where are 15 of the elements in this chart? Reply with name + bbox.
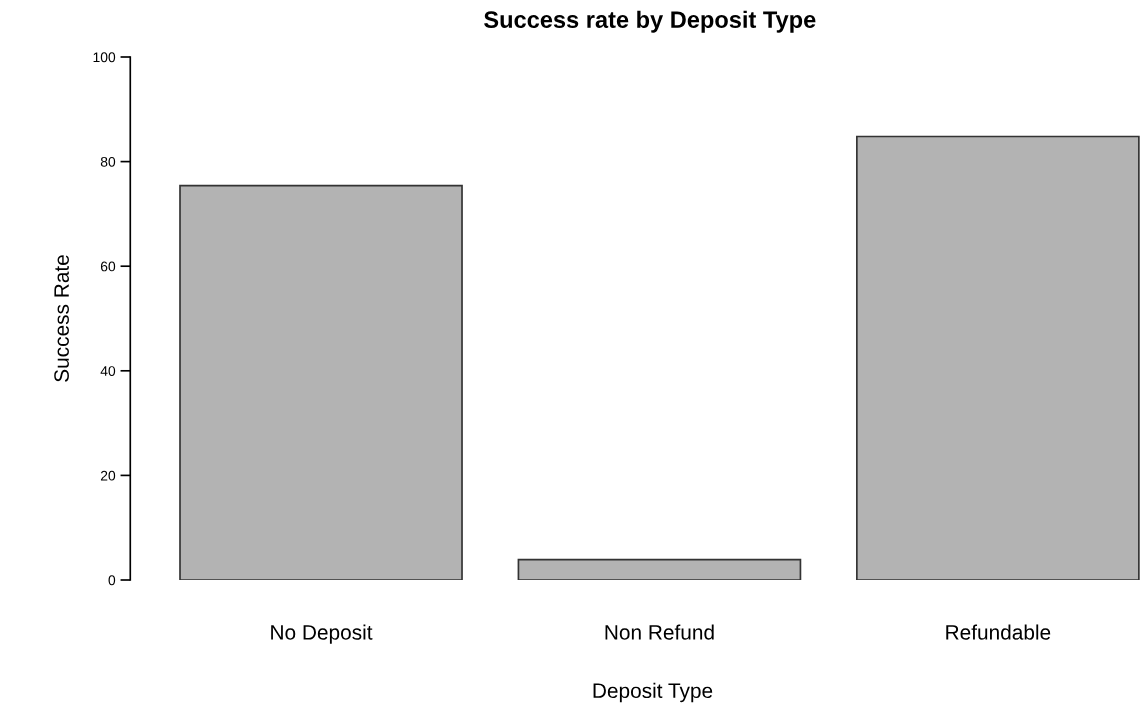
x-tick-label: Non Refund: [605, 624, 714, 640]
y-axis-title: Success Rate: [54, 255, 69, 382]
y-tick-label: 100: [93, 52, 116, 63]
bar: [856, 135, 1140, 580]
x-tick-label: No Deposit: [271, 624, 373, 644]
x-tick-label: Refundable: [946, 624, 1051, 640]
y-tick-label: 0: [108, 575, 116, 586]
bar: [517, 558, 802, 580]
y-tick-label: 40: [100, 366, 116, 376]
bar: [179, 184, 463, 580]
y-tick-label: 80: [100, 156, 116, 167]
x-axis-title: Deposit Type: [593, 682, 713, 703]
chart-title: Success rate by Deposit Type: [484, 10, 816, 33]
y-tick-label: 20: [100, 470, 116, 481]
y-tick-label: 60: [100, 261, 116, 272]
